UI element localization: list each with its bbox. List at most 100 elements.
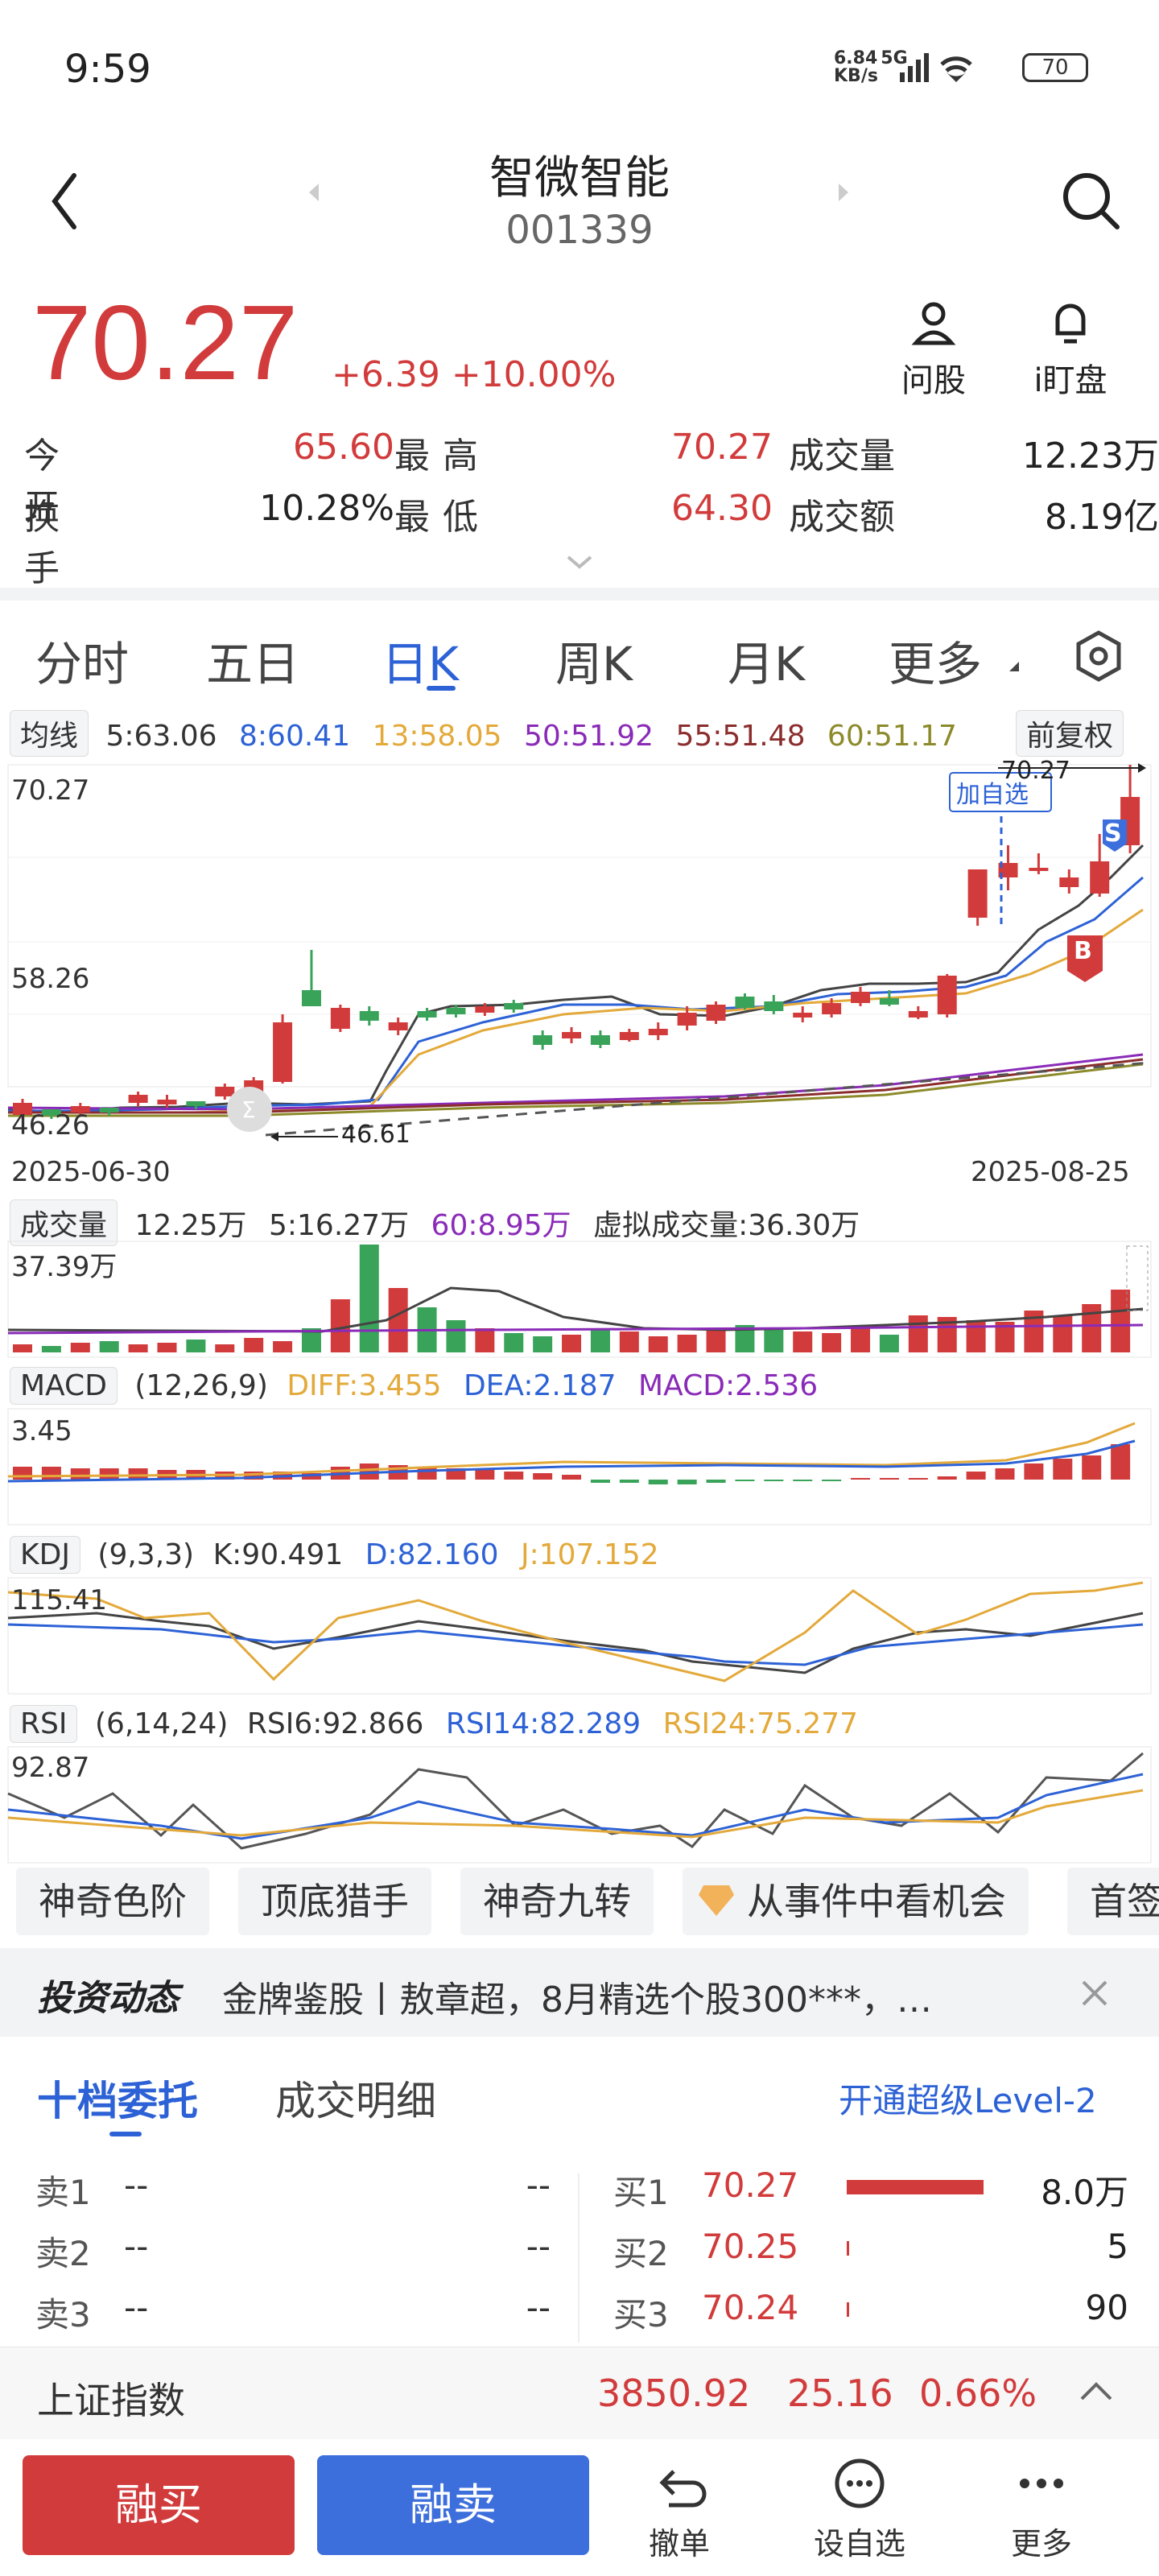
add-watch-label[interactable]: 加自选 [956,781,1029,809]
rsi24-value: RSI24:75.277 [662,1707,859,1740]
tab-intraday[interactable]: 分时 [35,637,130,691]
diamond-icon [699,1885,734,1916]
volume-selector[interactable]: 成交量 [10,1199,118,1246]
stock-code: 001339 [505,208,654,253]
tab-weekly-k[interactable]: 周K [555,637,633,691]
macd-diff-line [7,1422,1136,1478]
last-price: 70.27 [32,283,299,402]
high-label: 最高 [394,436,491,477]
macd-bar [562,1475,582,1480]
index-bar[interactable]: 上证指数 3850.92 25.16 0.66% [0,2347,1159,2440]
candle-body [590,1035,610,1045]
buy-level-volume: 5 [1107,2227,1128,2266]
watch-button[interactable]: i盯盘 [1022,298,1119,401]
kdj-chart[interactable] [0,1576,1159,1697]
feature-color-scale[interactable]: 神奇色阶 [16,1868,209,1935]
volume-bar [879,1335,899,1352]
ask-stock-button[interactable]: 问股 [893,298,974,401]
tab-order-book[interactable]: 十档委托 [37,2078,198,2124]
price-change: +6.39 +10.00% [332,354,617,395]
candle-body [330,1008,350,1029]
ma60-value: 60:51.17 [827,720,957,753]
feature-first-sign[interactable]: 首签 [1067,1868,1159,1935]
search-icon[interactable] [1059,169,1124,233]
rsi-selector[interactable]: RSI [10,1705,78,1743]
macd-bar [966,1472,986,1480]
macd-bar [70,1468,90,1480]
macd-dea: DEA:2.187 [463,1369,617,1402]
news-bar[interactable]: 投资动态 金牌鉴股丨敖章超，8月精选个股300***，… [0,1948,1159,2037]
macd-y-top: 3.45 [11,1415,72,1447]
kdj-j: J:107.152 [521,1538,659,1571]
feature-event-opportunity[interactable]: 从事件中看机会 [683,1868,1029,1935]
expand-chevron-icon[interactable] [563,552,596,572]
back-icon[interactable] [48,169,80,233]
macd-bar [879,1478,899,1480]
volume-chart[interactable] [0,1240,1159,1360]
chevron-up-icon[interactable] [1079,2380,1114,2404]
candle-body [879,998,899,1005]
candle-body [41,1109,61,1116]
tab-trade-detail[interactable]: 成交明细 [275,2078,436,2124]
volume-label: 成交量 [789,436,895,477]
tab-daily-k[interactable]: 日K [382,637,460,691]
margin-sell-button[interactable]: 融卖 [317,2455,589,2555]
event-marker-icon[interactable] [227,1087,272,1132]
margin-buy-button[interactable]: 融买 [23,2455,295,2555]
clock: 9:59 [64,47,151,92]
volume-bar [966,1320,986,1352]
cancel-order-button[interactable]: 撤单 [623,2455,736,2563]
date-start: 2025-06-30 [11,1156,171,1188]
rsi-legend: RSI (6,14,24) RSI6:92.866 RSI14:82.289 R… [10,1705,858,1743]
add-watch-button[interactable]: 设自选 [803,2455,916,2563]
volume-bar [273,1341,293,1352]
feature-nine-turn[interactable]: 神奇九转 [460,1868,654,1935]
volume-bar [590,1330,610,1352]
volume-ma60-line [7,1323,1144,1335]
kline-y-bottom: 46.26 [11,1109,90,1141]
close-icon[interactable] [1079,1977,1111,2009]
bottom-toolbar: 融买 融卖 撤单 设自选 更多 [0,2439,1159,2576]
macd-diff: DIFF:3.455 [287,1369,442,1402]
kline-chart[interactable]: Σ [0,749,1159,1151]
prev-stock-icon[interactable] [306,180,322,204]
macd-bar [793,1480,813,1481]
macd-selector[interactable]: MACD [10,1367,118,1405]
feature-top-bottom[interactable]: 顶底猎手 [238,1868,431,1935]
volume-bar [764,1330,784,1352]
ma8-value: 8:60.41 [239,720,351,753]
macd-bar [619,1480,639,1483]
settings-icon[interactable] [1070,628,1127,684]
candle-body [1090,861,1110,894]
rsi-chart[interactable] [0,1745,1159,1866]
sell-level-volume: -- [526,2288,551,2327]
tab-five-day[interactable]: 五日 [206,637,300,691]
status-bar: 9:59 6.84 5G KB/s 70 [0,0,1159,137]
net-speed: 6.84 5G KB/s [834,50,908,85]
volume-bar [793,1331,813,1352]
upgrade-level2-link[interactable]: 开通超级Level-2 [839,2081,1097,2120]
ma-selector[interactable]: 均线 [10,710,89,757]
rsi-y-top: 92.87 [11,1752,90,1784]
kline-y-mid: 58.26 [11,963,90,995]
macd-bar [995,1468,1015,1480]
macd-chart[interactable] [0,1407,1159,1528]
more-button[interactable]: 更多 [985,2455,1098,2563]
tab-monthly-k[interactable]: 月K [728,637,806,691]
macd-bar [908,1478,928,1480]
news-text: 金牌鉴股丨敖章超，8月精选个股300***，… [222,1979,932,2021]
kdj-y-top: 115.41 [11,1584,107,1616]
candle-body [677,1013,697,1026]
volume-bar [244,1338,264,1352]
macd-bar [533,1473,553,1480]
adjust-selector[interactable]: 前复权 [1016,710,1124,757]
kdj-selector[interactable]: KDJ [10,1536,80,1574]
buy-level-label: 买3 [613,2295,669,2334]
volume-bar [648,1336,668,1352]
chat-dots-icon [835,2458,885,2508]
next-stock-icon[interactable] [835,180,852,204]
tab-more[interactable]: 更多 [889,637,983,691]
macd-bar [1111,1444,1131,1480]
add-watch-marker[interactable] [949,772,1052,812]
virtual-volume: 虚拟成交量:36.30万 [593,1209,860,1242]
